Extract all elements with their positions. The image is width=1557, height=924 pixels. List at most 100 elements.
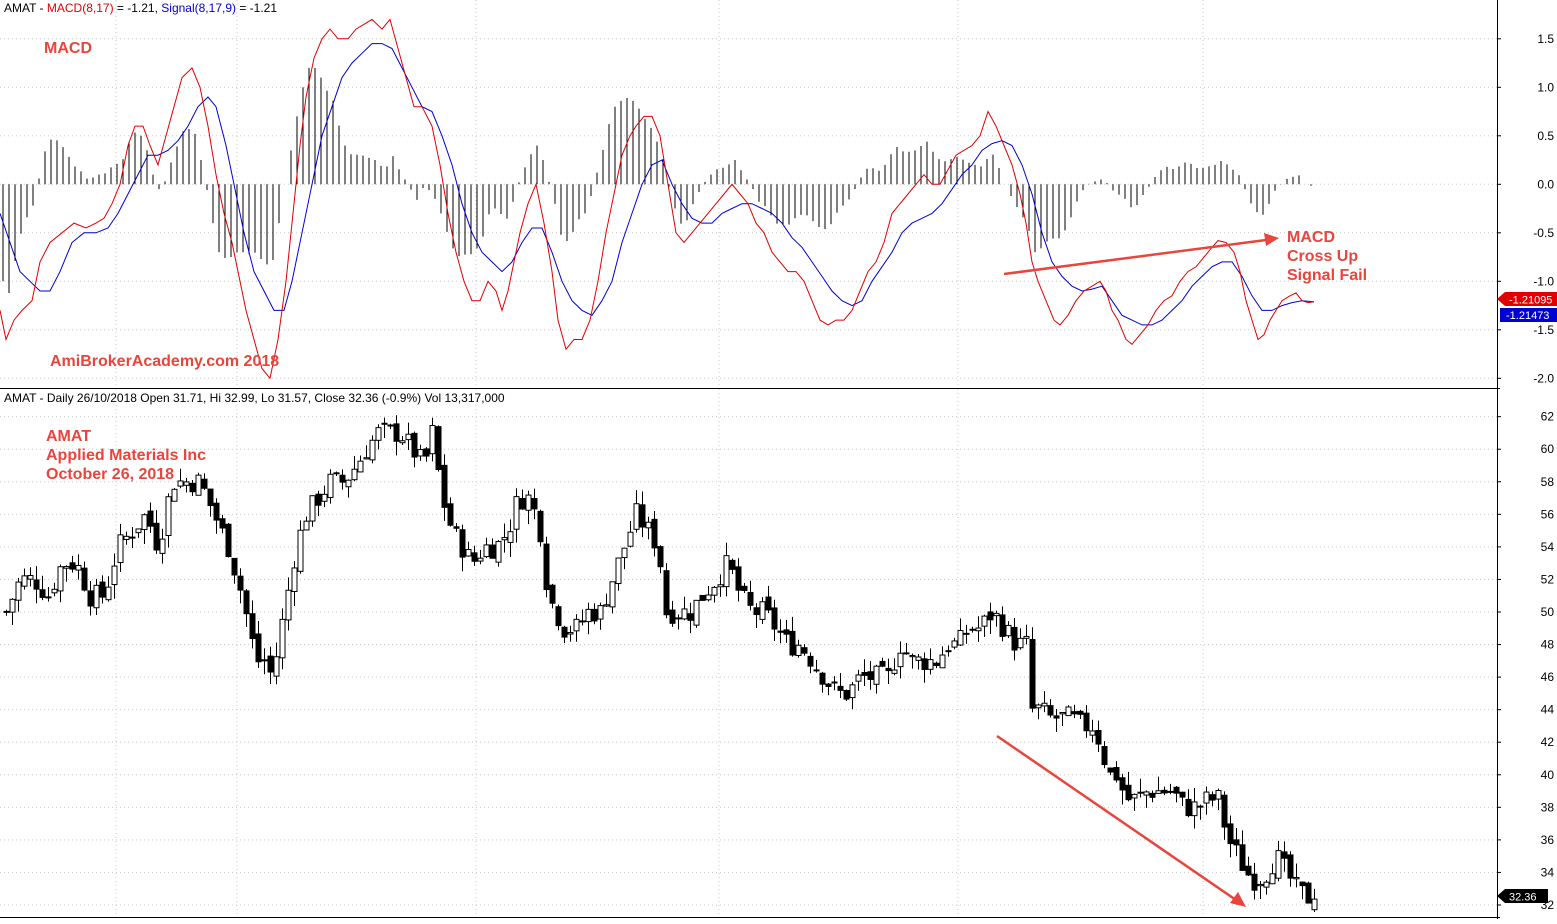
price-title-line-1: AMAT [46, 428, 91, 445]
candle-body [393, 423, 400, 442]
price-tick-label-8: 46 [1541, 670, 1555, 684]
signal-line [0, 43, 1315, 326]
candle-body [1059, 711, 1066, 715]
candle-body [567, 632, 574, 635]
candle-body [369, 439, 376, 461]
candle-body [1245, 865, 1252, 876]
candle-body [207, 488, 214, 507]
macd-header-macd-value: = -1.21, [114, 1, 162, 15]
candle-body [993, 612, 1000, 617]
line-layer [0, 18, 1315, 380]
candle-body [93, 584, 100, 609]
price-tick-label-1: 60 [1541, 442, 1555, 456]
candle-body [339, 474, 346, 483]
candle-body [651, 518, 658, 549]
candle-body [717, 584, 724, 588]
candle-body [693, 599, 700, 626]
candle-body [507, 531, 514, 543]
candle-body [429, 425, 436, 455]
candle-body [915, 656, 922, 661]
candle-body [189, 482, 196, 493]
macd-tick-label-1: 1.0 [1537, 80, 1554, 94]
candle-body [297, 529, 304, 572]
candle-body [387, 424, 394, 427]
price-tick-label-2: 58 [1541, 475, 1555, 489]
candle-body [9, 598, 16, 613]
candle-body [213, 502, 220, 521]
candle-body [537, 510, 544, 543]
macd-tick-label-0: 1.5 [1537, 32, 1554, 46]
candle-body [1257, 883, 1264, 887]
candle-body [1155, 790, 1162, 794]
macd-line [0, 18, 1315, 380]
candle-body [1041, 702, 1048, 707]
candle-body [1035, 704, 1042, 709]
candle-body [1269, 873, 1276, 885]
candle-body [771, 607, 778, 630]
candle-body [1119, 777, 1126, 791]
price-tick-label-14: 34 [1541, 865, 1555, 879]
price-badge-text: 32.36 [1509, 892, 1537, 904]
candle-body [729, 559, 736, 570]
candle-body [147, 510, 154, 527]
candle-body [723, 555, 730, 588]
candle-body [435, 426, 442, 471]
candle-body [1287, 854, 1294, 879]
candle-body [921, 658, 928, 670]
candle-body [549, 584, 556, 604]
macd-annotation-line-1: MACD [1287, 229, 1335, 246]
candle-body [603, 604, 610, 607]
candle-body [237, 575, 244, 591]
candle-body [129, 536, 136, 539]
candle-body [69, 562, 76, 570]
candle-body [201, 478, 208, 489]
candle-body [495, 540, 502, 563]
candle-body [825, 683, 832, 687]
candle-body [1011, 626, 1018, 651]
candle-body [405, 433, 412, 441]
candle-body [1095, 730, 1102, 745]
candle-body [483, 544, 490, 558]
candle-body [861, 671, 868, 676]
watermark: AmiBrokerAcademy.com 2018 [50, 353, 279, 370]
candle-body [945, 650, 952, 653]
candle-body [927, 659, 934, 670]
candle-body [663, 570, 670, 616]
candle-body [285, 589, 292, 621]
candle-body [1131, 793, 1138, 799]
candle-body [591, 608, 598, 622]
macd-header: AMAT - MACD(8,17) = -1.21, Signal(8,17,9… [4, 1, 277, 15]
macd-header-signal-label: Signal(8,17,9) [161, 1, 236, 15]
candle-body [333, 472, 340, 475]
macd-badge-shape [1497, 292, 1557, 306]
candle-body [519, 497, 526, 510]
macd-tick-label-7: -2.0 [1533, 371, 1554, 385]
candle-body [1173, 786, 1180, 794]
macd-tick-label-5: -1.0 [1533, 274, 1554, 288]
candle-body [1179, 791, 1186, 798]
candle-body [669, 609, 676, 624]
candle-body [87, 590, 94, 607]
candle-body [555, 606, 562, 627]
candle-body [657, 546, 664, 568]
price-tick-label-12: 38 [1541, 800, 1555, 814]
candle-body [165, 496, 172, 537]
candle-body [1149, 792, 1156, 798]
candle-body [63, 566, 70, 569]
candle-body [33, 579, 40, 590]
candle-body [675, 617, 682, 620]
candle-body [891, 669, 898, 674]
macd-header-signal-value: = -1.21 [236, 1, 277, 15]
candle-body [135, 528, 142, 534]
candle-body [501, 537, 508, 541]
candle-body [1167, 790, 1174, 793]
candle-body [1293, 877, 1300, 880]
candle-body [1125, 784, 1132, 801]
candle-body [627, 531, 634, 547]
candle-body [687, 613, 694, 621]
candle-body [141, 514, 148, 531]
price-tick-label-10: 42 [1541, 735, 1555, 749]
candle-body [513, 496, 520, 530]
candle-body [801, 647, 808, 654]
